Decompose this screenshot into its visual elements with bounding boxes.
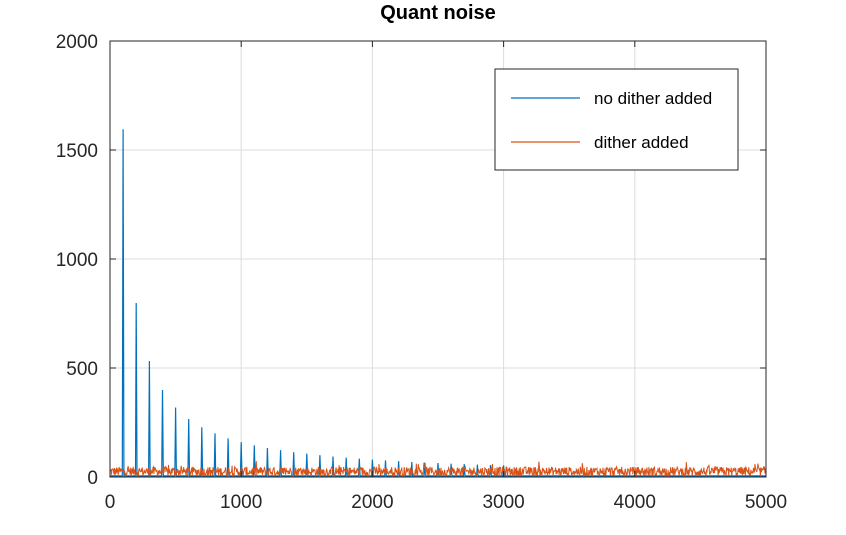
tick-labels: 0 1000 2000 3000 4000 5000 0 500 1000 1500 2000	[56, 32, 787, 513]
y-tick-label: 1000	[56, 250, 98, 271]
series-line-no-dither	[110, 129, 766, 477]
y-tick-label: 0	[87, 468, 98, 489]
y-tick-label: 1500	[56, 141, 98, 162]
y-tick-label: 500	[66, 359, 98, 380]
legend-box	[494, 68, 739, 171]
legend: no dither added dither added	[494, 68, 739, 171]
legend-label-dither: dither added	[594, 133, 689, 152]
x-tick-label: 5000	[745, 492, 787, 513]
series-line-dither	[109, 461, 767, 479]
x-tick-label: 4000	[614, 492, 656, 513]
series-layer	[109, 129, 767, 479]
x-tick-label: 3000	[482, 492, 524, 513]
x-tick-label: 1000	[220, 492, 262, 513]
legend-label-no-dither: no dither added	[594, 89, 712, 108]
x-tick-label: 2000	[351, 492, 393, 513]
tick-marks	[109, 40, 767, 478]
y-tick-label: 2000	[56, 32, 98, 53]
chart-title: Quant noise	[380, 2, 496, 24]
x-tick-label: 0	[105, 492, 116, 513]
